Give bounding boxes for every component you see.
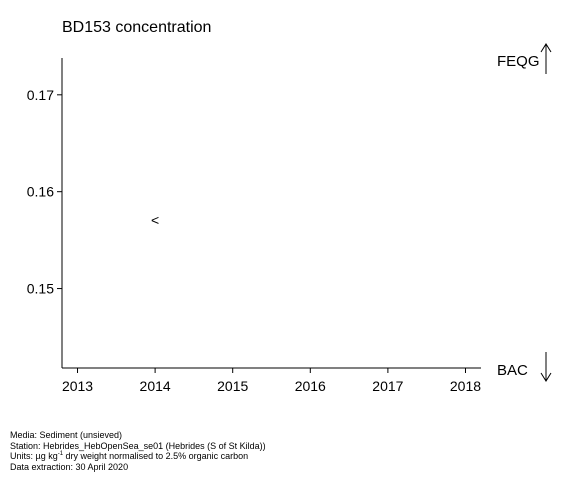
y-tick-label: 0.17	[27, 87, 54, 103]
footer-units-suffix: dry weight normalised to 2.5% organic ca…	[63, 451, 249, 461]
chart-footer: Media: Sediment (unsieved) Station: Hebr…	[10, 430, 266, 472]
footer-extraction: Data extraction: 30 April 2020	[10, 461, 129, 472]
bac-label: BAC	[497, 362, 528, 379]
footer-units-prefix: Units: µg kg	[10, 451, 58, 461]
footer-units-sup: -1	[57, 451, 64, 457]
x-tick-label: 2018	[450, 378, 481, 394]
chart-area: 2013 2014 2015 2016 2017 2018 0.150.160.17 < …	[27, 43, 552, 394]
footer-units: Units: µg kg-1 dry weight normalised to …	[10, 451, 266, 462]
x-tick-label: 2015	[217, 378, 248, 394]
data-point-less-than: <	[151, 212, 159, 228]
data-points: <	[151, 212, 159, 228]
x-axis-ticks: 2013 2014 2015 2016 2017 2018	[62, 368, 481, 394]
footer-media: Media: Sediment (unsieved)	[10, 430, 123, 440]
y-tick-label: 0.15	[27, 281, 54, 297]
x-tick-label: 2013	[62, 378, 93, 394]
down-arrow-icon	[540, 352, 552, 382]
x-tick-label: 2017	[372, 378, 403, 394]
footer-station: Station: Hebrides_HebOpenSea_se01 (Hebri…	[10, 440, 266, 451]
reference-labels: FEQG BAC	[497, 43, 552, 382]
x-tick-label: 2016	[295, 378, 326, 394]
x-tick-label: 2014	[140, 378, 171, 394]
feqg-label: FEQG	[497, 53, 540, 70]
up-arrow-icon	[540, 43, 552, 74]
chart-title: BD153 concentration	[62, 19, 212, 36]
axes	[61, 58, 481, 369]
y-axis-ticks: 0.15 0.16 0.17	[27, 87, 62, 297]
y-tick-label: 0.16	[27, 184, 54, 200]
